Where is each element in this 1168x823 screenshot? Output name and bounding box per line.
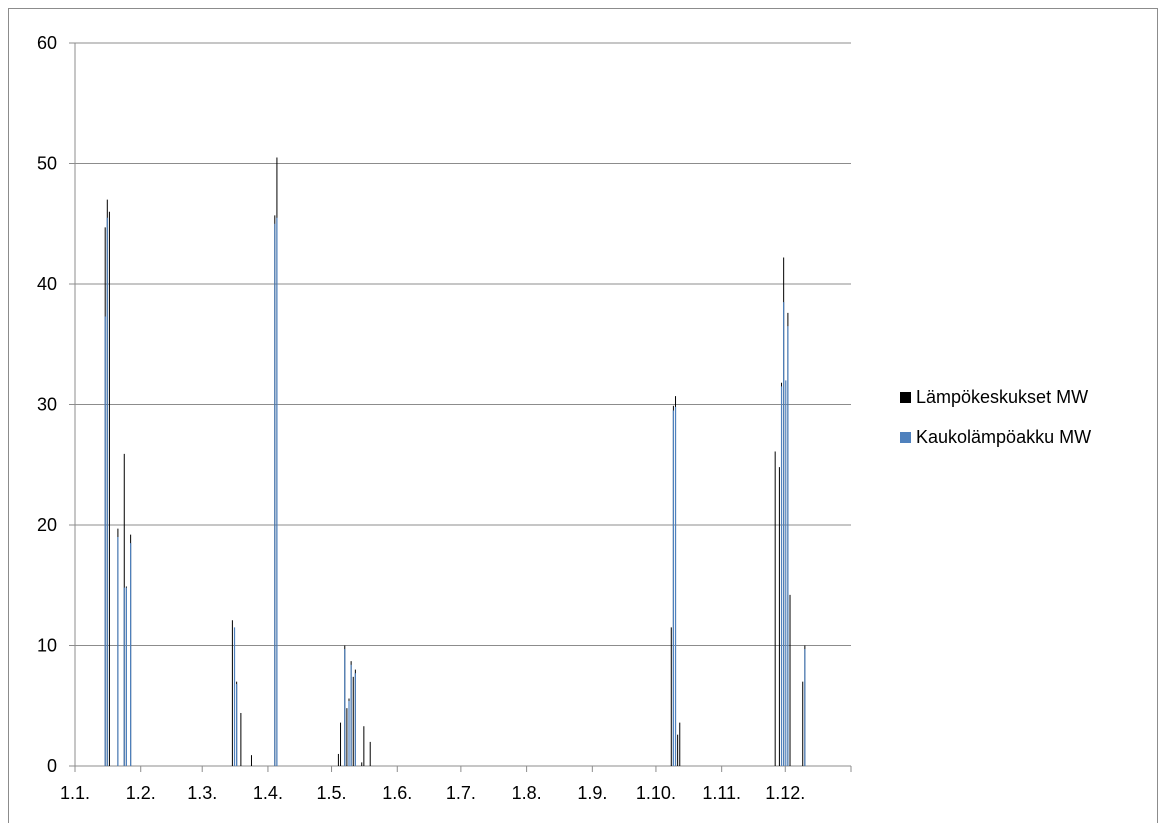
x-tick-label: 1.2.	[126, 783, 156, 803]
x-tick-label: 1.3.	[187, 783, 217, 803]
x-tick-label: 1.8.	[512, 783, 542, 803]
x-tick-label: 1.5.	[317, 783, 347, 803]
x-tick-label: 1.11.	[702, 783, 741, 803]
y-tick-label: 60	[37, 33, 57, 53]
y-tick-labels: 0 10 20 30 40 50 60	[37, 33, 57, 776]
series-2	[104, 217, 806, 766]
x-tick-label: 1.6.	[382, 783, 412, 803]
y-tick-label: 0	[47, 756, 57, 776]
chart-frame	[8, 8, 1158, 823]
legend-swatch	[900, 392, 911, 403]
y-tick-label: 10	[37, 636, 57, 656]
y-tick-label: 50	[37, 154, 57, 174]
bars	[104, 157, 806, 766]
x-tick-label: 1.9.	[577, 783, 607, 803]
series-1	[104, 157, 806, 766]
y-tick-label: 40	[37, 274, 57, 294]
x-tick-label: 1.12.	[765, 783, 805, 803]
legend-swatch	[900, 432, 911, 443]
x-tick-label: 1.1.	[60, 783, 90, 803]
axes	[74, 43, 852, 772]
legend-label: Lämpökeskukset MW	[916, 387, 1088, 407]
x-tick-label: 1.10.	[636, 783, 676, 803]
x-tick-label: 1.4.	[253, 783, 283, 803]
legend-label: Kaukolämpöakku MW	[916, 427, 1091, 447]
x-tick-label: 1.7.	[446, 783, 476, 803]
y-tick-label: 20	[37, 515, 57, 535]
gridlines	[69, 42, 851, 767]
x-tick-labels: 1.1. 1.2. 1.3. 1.4. 1.5. 1.6. 1.7. 1.8. 1.9. 1.10…	[60, 783, 805, 803]
legend: Lämpökeskukset MW Kaukolämpöakku MW	[900, 387, 1091, 447]
y-tick-label: 30	[37, 395, 57, 415]
